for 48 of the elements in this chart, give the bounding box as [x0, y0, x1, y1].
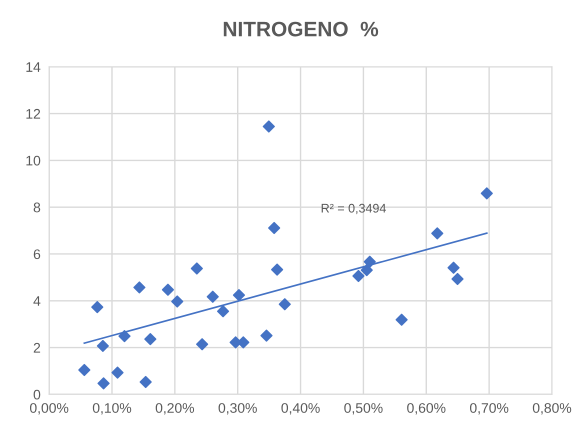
point	[140, 376, 152, 388]
x-tick-label: 0,80%	[532, 403, 572, 415]
point	[262, 120, 275, 133]
point	[431, 227, 444, 240]
point	[133, 281, 146, 294]
point	[171, 295, 184, 308]
point	[451, 272, 464, 286]
point	[144, 333, 156, 346]
point	[118, 330, 131, 342]
x-tick-label: 0,10%	[92, 403, 132, 415]
point	[480, 187, 493, 200]
point	[97, 377, 110, 390]
y-tick-label: 14	[26, 62, 40, 72]
point	[268, 222, 280, 234]
point	[216, 305, 230, 318]
point	[360, 264, 373, 276]
x-tick-label: 0,70%	[470, 403, 508, 415]
point	[190, 262, 203, 275]
y-tick-label: 6	[34, 249, 40, 260]
y-tick-label: 2	[34, 342, 40, 353]
point	[352, 270, 365, 282]
point	[271, 264, 284, 276]
x-tick-label: 0,00%	[30, 403, 68, 415]
x-tick-label: 0,40%	[281, 403, 320, 415]
y-tick-label: 4	[33, 296, 40, 306]
x-tick-label: 0,30%	[218, 403, 257, 415]
annotation: R² = 0,3494	[322, 204, 386, 214]
y-tick-label: 10	[26, 156, 40, 166]
x-tick-label: 0,50%	[344, 403, 383, 415]
point	[91, 301, 104, 314]
point	[111, 366, 124, 379]
x-tick-label: 0,60%	[407, 403, 446, 415]
point	[78, 364, 90, 376]
point	[96, 340, 109, 352]
point	[206, 290, 219, 303]
y-tick-label: 0	[34, 390, 40, 400]
chart-title: NITROGENO %	[224, 22, 378, 36]
y-tick-label: 8	[34, 202, 40, 212]
point	[162, 284, 174, 296]
point	[447, 262, 460, 274]
point	[278, 298, 291, 310]
y-tick-label: 12	[26, 108, 40, 119]
point	[196, 338, 208, 350]
point	[396, 314, 408, 326]
point	[232, 289, 246, 302]
point	[260, 330, 273, 342]
x-tick-label: 0,20%	[156, 403, 194, 415]
point	[364, 256, 376, 268]
